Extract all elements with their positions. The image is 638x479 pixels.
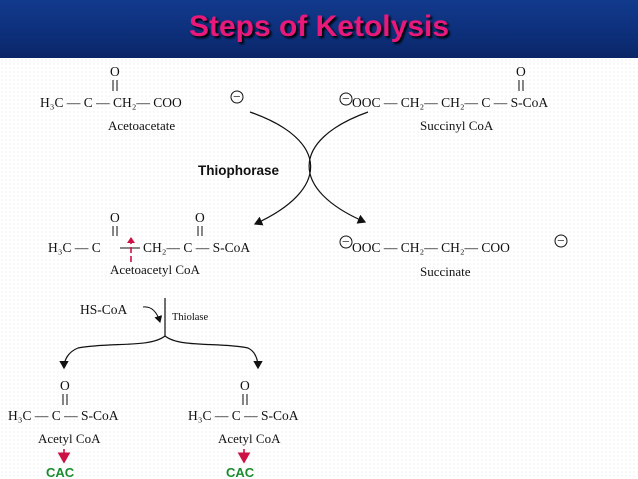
cac-label-2: CAC [226,465,255,479]
succinate-label: Succinate [420,264,471,279]
succinyl-coa-label: Succinyl CoA [420,118,494,133]
acetoacetyl-coa-formula-left: H₃C — C [48,240,101,255]
minus-sign: − [233,89,241,104]
carbonyl-oxygen: O [110,64,120,79]
cac-label-1: CAC [46,465,75,479]
acetoacetate-label: Acetoacetate [108,118,175,133]
negative-charge-icon [230,90,244,104]
negative-charge-icon [339,92,353,106]
carbonyl-oxygen: O [516,64,526,79]
acetoacetyl-coa-label: Acetoacetyl CoA [110,262,200,277]
succinate-molecule: − OOC — CH₂— CH₂— COO − Succinate [339,233,568,279]
acetyl-coa-1-label: Acetyl CoA [38,431,101,446]
acetyl-coa-1-formula: H₃C — C — S-CoA [8,408,119,423]
minus-sign: − [342,234,350,249]
thiolase-arrow-right [164,335,263,370]
succinyl-coa-molecule: O − OOC — CH₂— CH₂— C — S-CoA Succinyl C… [339,64,548,133]
title-bar: Steps of Ketolysis [0,0,638,58]
negative-charge-icon [554,234,568,248]
minus-sign: − [342,91,350,106]
thiophorase-arrow-left [249,111,312,226]
carbonyl-oxygen: O [195,210,205,225]
acetyl-coa-2-formula: H₃C — C — S-CoA [188,408,299,423]
slide-body [0,58,638,479]
acetyl-coa-1-molecule: O H₃C — C — S-CoA Acetyl CoA CAC [8,378,119,479]
thiolase-arrow-left [59,335,166,370]
acetoacetyl-coa-molecule: O O H₃C — C CH₂— C — S-CoA Acetoacetyl C… [48,210,250,277]
slide-title: Steps of Ketolysis [188,10,450,43]
carbonyl-oxygen: O [60,378,70,393]
minus-sign: − [557,233,565,248]
succinate-formula: OOC — CH₂— CH₂— COO [352,240,510,255]
thiolase-label: Thiolase [172,312,208,323]
thiophorase-arrow-right [308,111,369,224]
acetoacetate-formula: H₃C — C — CH₂— COO [40,95,182,110]
acetyl-coa-2-molecule: O H₃C — C — S-CoA Acetyl CoA CAC [188,378,299,479]
hs-coa-label: HS-CoA [80,302,128,317]
thiophorase-label: Thiophorase [198,163,279,178]
carbonyl-oxygen: O [240,378,250,393]
hs-coa-arrow [142,306,163,323]
acetyl-coa-2-label: Acetyl CoA [218,431,281,446]
acetoacetyl-coa-formula-right: CH₂— C — S-CoA [143,240,250,255]
succinyl-coa-formula: OOC — CH₂— CH₂— C — S-CoA [352,95,548,110]
cleavage-arrow-icon [127,237,135,243]
carbonyl-oxygen: O [110,210,120,225]
acetoacetate-molecule: O H₃C — C — CH₂— COO − Acetoacetate [40,64,244,133]
negative-charge-icon [339,235,353,249]
